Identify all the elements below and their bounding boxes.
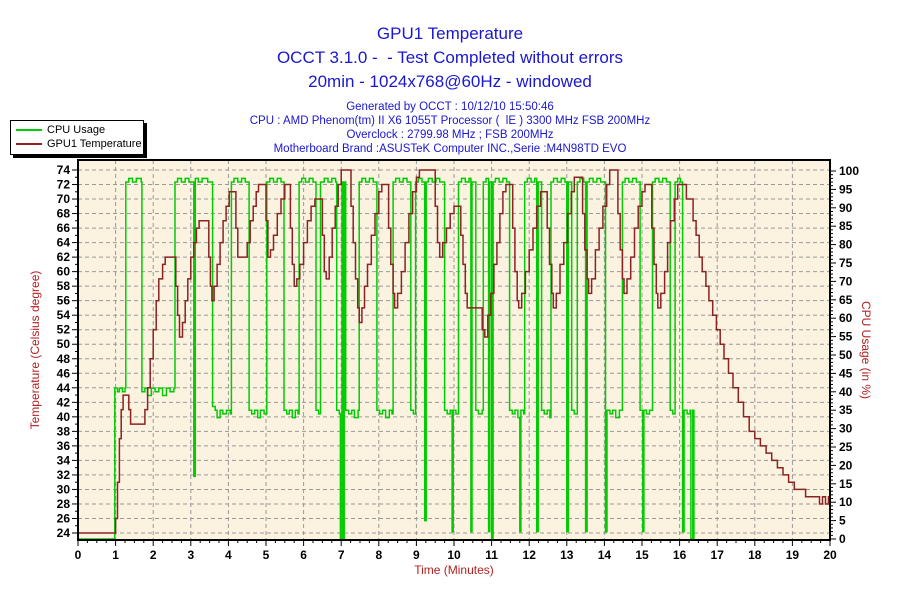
legend-label-gpu1-temperature: GPU1 Temperature bbox=[47, 138, 142, 150]
svg-text:60: 60 bbox=[57, 265, 71, 279]
right-axis: 0 5 10 15 20 25 30 35 40 45 50 55 60 65 70 75 80 85 90 95 10… bbox=[830, 164, 859, 546]
svg-text:42: 42 bbox=[57, 395, 71, 409]
gridlines bbox=[78, 160, 830, 540]
svg-text:58: 58 bbox=[57, 279, 71, 293]
svg-text:15: 15 bbox=[839, 477, 853, 491]
svg-text:48: 48 bbox=[57, 352, 71, 366]
svg-text:40: 40 bbox=[839, 385, 853, 399]
svg-text:18: 18 bbox=[748, 548, 762, 562]
svg-text:70: 70 bbox=[57, 192, 71, 206]
svg-text:25: 25 bbox=[839, 440, 853, 454]
svg-text:34: 34 bbox=[57, 453, 71, 467]
series-cpu-usage bbox=[78, 177, 695, 540]
svg-text:65: 65 bbox=[839, 293, 853, 307]
svg-text:2: 2 bbox=[150, 548, 157, 562]
svg-text:35: 35 bbox=[839, 403, 853, 417]
svg-text:19: 19 bbox=[786, 548, 800, 562]
svg-text:60: 60 bbox=[839, 311, 853, 325]
svg-text:8: 8 bbox=[375, 548, 382, 562]
svg-text:7: 7 bbox=[338, 548, 345, 562]
chart-subtitle-testconfig: 20min - 1024x768@60Hz - windowed bbox=[308, 72, 592, 91]
svg-text:24: 24 bbox=[57, 526, 71, 540]
x-axis: 0 1 2 3 4 5 6 7 8 9 10 11 12 13 14 15 16 17 18 19 20 bbox=[75, 540, 837, 562]
info-cpu: CPU : AMD Phenom(tm) II X6 1055T Process… bbox=[249, 115, 651, 127]
svg-text:70: 70 bbox=[839, 274, 853, 288]
svg-text:74: 74 bbox=[57, 163, 71, 177]
svg-text:36: 36 bbox=[57, 439, 71, 453]
svg-text:85: 85 bbox=[839, 219, 853, 233]
svg-text:4: 4 bbox=[225, 548, 232, 562]
svg-text:50: 50 bbox=[839, 348, 853, 362]
legend-item-gpu1-temperature: GPU1 Temperature bbox=[11, 137, 143, 151]
svg-text:28: 28 bbox=[57, 497, 71, 511]
legend-label-cpu-usage: CPU Usage bbox=[47, 124, 106, 136]
svg-text:10: 10 bbox=[839, 495, 853, 509]
svg-text:90: 90 bbox=[839, 201, 853, 215]
svg-text:54: 54 bbox=[57, 308, 71, 322]
svg-text:13: 13 bbox=[560, 548, 574, 562]
svg-text:10: 10 bbox=[447, 548, 461, 562]
info-motherboard: Motherboard Brand :ASUSTeK Computer INC.… bbox=[273, 143, 627, 155]
svg-text:72: 72 bbox=[57, 178, 71, 192]
svg-text:100: 100 bbox=[839, 164, 859, 178]
right-axis-title: CPU Usage (in %) bbox=[859, 300, 873, 400]
svg-text:9: 9 bbox=[413, 548, 420, 562]
svg-text:12: 12 bbox=[523, 548, 537, 562]
svg-text:20: 20 bbox=[823, 548, 837, 562]
gpu1-temperature-line-swatch bbox=[16, 143, 42, 145]
svg-text:14: 14 bbox=[598, 548, 612, 562]
svg-text:38: 38 bbox=[57, 424, 71, 438]
left-axis-title: Temperature (Celsius degree) bbox=[28, 270, 42, 430]
svg-text:5: 5 bbox=[839, 514, 846, 528]
svg-text:40: 40 bbox=[57, 410, 71, 424]
svg-text:75: 75 bbox=[839, 256, 853, 270]
svg-text:15: 15 bbox=[635, 548, 649, 562]
svg-text:17: 17 bbox=[711, 548, 725, 562]
svg-text:64: 64 bbox=[57, 236, 71, 250]
svg-text:3: 3 bbox=[187, 548, 194, 562]
chart-subtitle-status: OCCT 3.1.0 - - Test Completed without er… bbox=[276, 48, 624, 67]
svg-text:44: 44 bbox=[57, 381, 71, 395]
svg-text:68: 68 bbox=[57, 207, 71, 221]
series-gpu1-temperature bbox=[78, 169, 830, 534]
svg-text:6: 6 bbox=[300, 548, 307, 562]
svg-text:5: 5 bbox=[263, 548, 270, 562]
svg-text:30: 30 bbox=[839, 422, 853, 436]
svg-text:62: 62 bbox=[57, 250, 71, 264]
cpu-usage-line-swatch bbox=[16, 129, 42, 131]
svg-text:56: 56 bbox=[57, 294, 71, 308]
legend-item-cpu-usage: CPU Usage bbox=[11, 123, 143, 137]
svg-text:95: 95 bbox=[839, 182, 853, 196]
svg-text:45: 45 bbox=[839, 366, 853, 380]
x-axis-title: Time (Minutes) bbox=[414, 563, 494, 577]
svg-text:46: 46 bbox=[57, 366, 71, 380]
svg-text:0: 0 bbox=[75, 548, 82, 562]
info-generated: Generated by OCCT : 10/12/10 15:50:46 bbox=[346, 101, 554, 113]
svg-text:66: 66 bbox=[57, 221, 71, 235]
svg-text:32: 32 bbox=[57, 468, 71, 482]
svg-text:50: 50 bbox=[57, 337, 71, 351]
svg-text:11: 11 bbox=[485, 548, 498, 562]
chart-title: GPU1 Temperature bbox=[376, 24, 524, 43]
svg-text:52: 52 bbox=[57, 323, 71, 337]
left-axis: 2426283032343638404244464850525456586062… bbox=[57, 163, 78, 540]
svg-text:1: 1 bbox=[112, 548, 119, 562]
svg-text:26: 26 bbox=[57, 511, 71, 525]
legend: CPU Usage GPU1 Temperature bbox=[10, 120, 144, 155]
svg-text:16: 16 bbox=[673, 548, 687, 562]
info-overclock: Overclock : 2799.98 MHz ; FSB 200MHz bbox=[346, 129, 554, 141]
svg-text:30: 30 bbox=[57, 482, 71, 496]
svg-text:0: 0 bbox=[839, 532, 846, 546]
svg-text:80: 80 bbox=[839, 238, 853, 252]
svg-text:20: 20 bbox=[839, 458, 853, 472]
svg-text:55: 55 bbox=[839, 330, 853, 344]
